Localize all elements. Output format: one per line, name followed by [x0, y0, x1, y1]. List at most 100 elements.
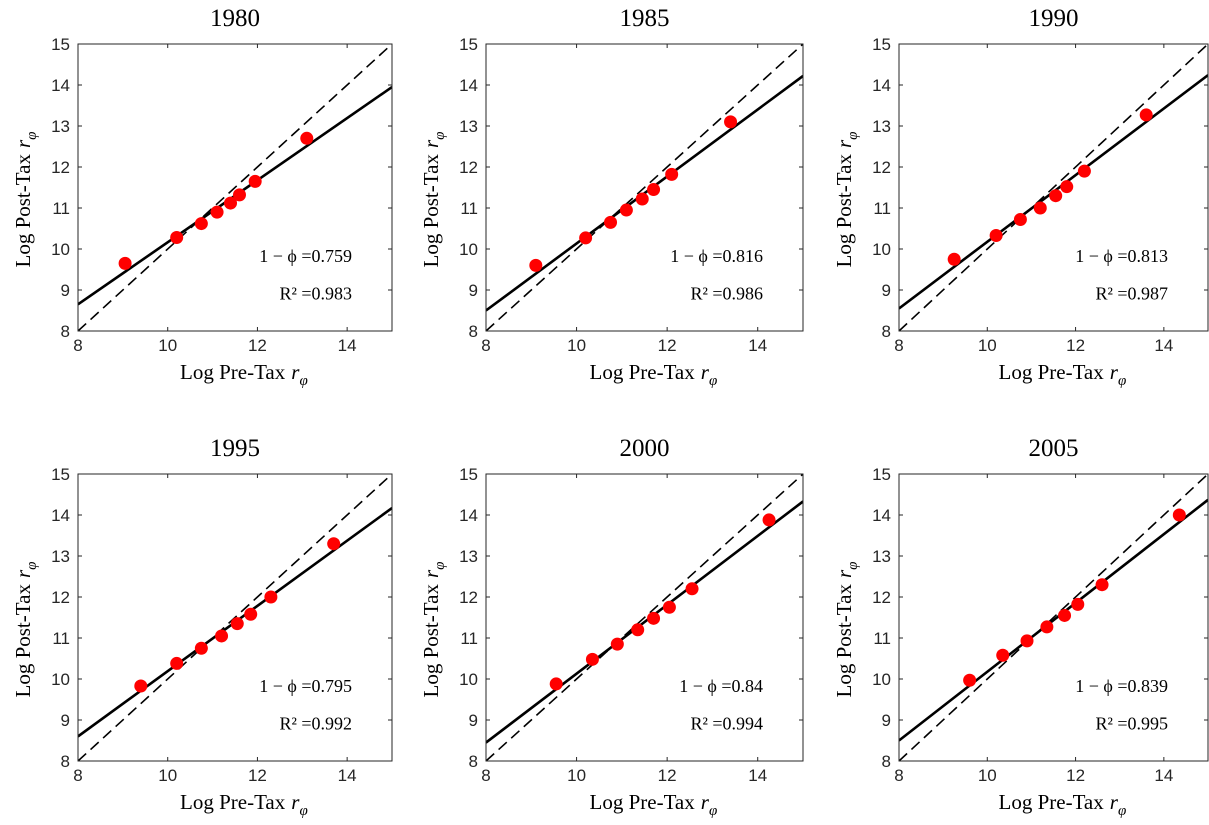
y-tick-label: 8	[882, 322, 891, 341]
y-tick-label: 14	[872, 506, 891, 525]
x-tick-label: 12	[658, 766, 677, 785]
annotation: R² =0.983	[279, 283, 352, 303]
y-tick-label: 13	[872, 117, 891, 136]
x-tick-label: 8	[481, 766, 490, 785]
axes-frame	[77, 43, 393, 332]
y-axis-label-text: Log Post-Tax	[419, 154, 443, 268]
point	[194, 641, 208, 655]
y-axis-label-text: Log Post-Tax	[832, 584, 856, 698]
y-tick-label: 13	[459, 117, 478, 136]
y-axis-label: Log Post-Tax rφ	[419, 132, 448, 268]
axes-frame	[898, 43, 1209, 332]
y-tick-label: 10	[459, 240, 478, 259]
x-tick-label: 10	[978, 766, 997, 785]
y-axis-label-var: r	[419, 569, 443, 578]
y-tick-label: 11	[460, 629, 478, 648]
point	[1172, 508, 1186, 522]
y-tick-label: 8	[882, 752, 891, 771]
y-tick-label: 8	[61, 752, 70, 771]
x-tick-label: 12	[248, 336, 267, 355]
x-axis-label-text: Log Pre-Tax	[999, 360, 1105, 384]
x-axis-label-sub: φ	[299, 803, 307, 819]
y-tick-label: 9	[61, 711, 70, 730]
reference-line	[486, 474, 803, 761]
axes-frame	[77, 473, 393, 762]
point	[1033, 201, 1047, 215]
x-tick-label: 10	[158, 336, 177, 355]
point	[224, 196, 238, 210]
x-tick-label: 10	[567, 766, 586, 785]
y-axis-label-var: r	[11, 569, 35, 578]
point	[215, 629, 229, 643]
point	[1040, 620, 1054, 634]
y-tick-label: 13	[51, 547, 70, 566]
y-tick-label: 14	[459, 506, 478, 525]
point	[619, 203, 633, 217]
subplot-title: 1995	[210, 435, 260, 462]
x-tick-label: 8	[73, 766, 82, 785]
point	[1013, 212, 1027, 226]
y-tick-label: 12	[459, 158, 478, 177]
x-axis-label-var: r	[1110, 360, 1119, 384]
point	[170, 656, 184, 670]
x-tick-label: 12	[248, 766, 267, 785]
point	[1095, 578, 1109, 592]
y-tick-label: 8	[469, 322, 478, 341]
x-axis-label-var: r	[291, 790, 300, 814]
x-tick-label: 12	[658, 336, 677, 355]
y-tick-label: 11	[873, 629, 891, 648]
x-axis-label-text: Log Pre-Tax	[590, 790, 696, 814]
y-tick-label: 8	[469, 752, 478, 771]
x-axis-label-sub: φ	[299, 373, 307, 389]
x-axis-label-var: r	[701, 360, 710, 384]
point	[248, 174, 262, 188]
y-tick-label: 14	[51, 76, 70, 95]
x-tick-label: 14	[338, 766, 357, 785]
y-tick-label: 9	[61, 281, 70, 300]
point	[585, 652, 599, 666]
y-tick-label: 9	[469, 711, 478, 730]
y-tick-label: 9	[882, 711, 891, 730]
x-axis-label: Log Pre-Tax rφ	[590, 790, 718, 819]
y-tick-label: 10	[51, 240, 70, 259]
y-axis-label-text: Log Post-Tax	[419, 584, 443, 698]
x-tick-label: 8	[481, 336, 490, 355]
point	[244, 607, 258, 621]
y-axis-label-text: Log Post-Tax	[11, 584, 35, 698]
annotation: R² =0.992	[279, 713, 352, 733]
y-tick-label: 15	[872, 465, 891, 484]
point	[1060, 180, 1074, 194]
reference-line	[486, 44, 803, 331]
annotation: R² =0.995	[1095, 713, 1168, 733]
point	[1049, 189, 1063, 203]
point	[1077, 164, 1091, 178]
point	[1020, 634, 1034, 648]
y-tick-label: 12	[459, 588, 478, 607]
point	[610, 637, 624, 651]
annotation: R² =0.987	[1095, 283, 1168, 303]
point	[963, 673, 977, 687]
annotation: R² =0.986	[690, 283, 763, 303]
annotation: R² =0.994	[690, 713, 763, 733]
point	[549, 677, 563, 691]
x-axis-label-var: r	[701, 790, 710, 814]
annotation: 1 − ϕ =0.813	[1075, 246, 1168, 266]
annotation: 1 − ϕ =0.839	[1075, 676, 1168, 696]
subplot-title: 1980	[210, 5, 260, 32]
point	[300, 131, 314, 145]
y-tick-label: 15	[872, 35, 891, 54]
point	[631, 623, 645, 637]
subplot-title: 2000	[620, 435, 670, 462]
point	[989, 228, 1003, 242]
point	[724, 115, 738, 129]
x-axis-label-var: r	[1110, 790, 1119, 814]
point	[1071, 597, 1085, 611]
fit-line	[486, 500, 803, 744]
axes-frame	[898, 473, 1209, 762]
subplot-title: 2005	[1029, 435, 1079, 462]
annotation: 1 − ϕ =0.795	[259, 676, 352, 696]
x-axis-label: Log Pre-Tax rφ	[999, 360, 1127, 389]
x-axis-label-text: Log Pre-Tax	[999, 790, 1105, 814]
